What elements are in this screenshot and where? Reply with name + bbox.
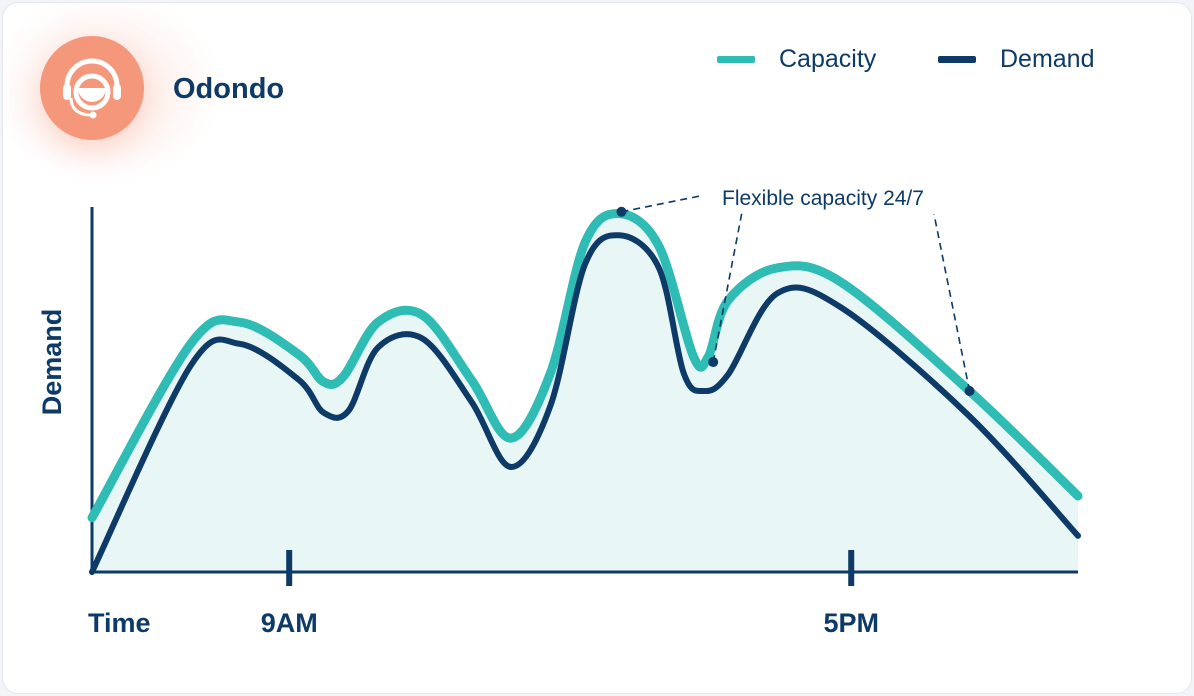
series-demand-line: [89, 232, 1081, 575]
legend-item-demand: Demand: [938, 43, 1095, 75]
annotation-leader-line: [933, 213, 971, 392]
annotation-leader-line: [712, 211, 743, 363]
legend-swatch-demand: [938, 55, 976, 63]
x-tick-label-9am: 9AM: [261, 608, 318, 638]
legend-label-demand: Demand: [1000, 44, 1095, 73]
legend-swatch-capacity: [717, 55, 755, 63]
headset-support-icon: [63, 58, 121, 119]
brand-name: Odondo: [173, 73, 285, 105]
logo-badge: [40, 36, 144, 140]
annotation-point: [616, 206, 627, 217]
x-tick-label-5pm: 5PM: [823, 608, 879, 638]
annotation-leader-line: [621, 195, 701, 213]
y-axis-label: Demand: [37, 309, 67, 416]
x-axis-label: Time: [88, 608, 151, 638]
legend-item-capacity: Capacity: [717, 43, 876, 75]
annotation-point: [708, 357, 719, 368]
annotation-point: [964, 386, 975, 396]
legend-label-capacity: Capacity: [779, 44, 877, 73]
annotation-label: Flexible capacity 24/7: [722, 187, 924, 210]
series-capacity-line: [87, 209, 1083, 523]
